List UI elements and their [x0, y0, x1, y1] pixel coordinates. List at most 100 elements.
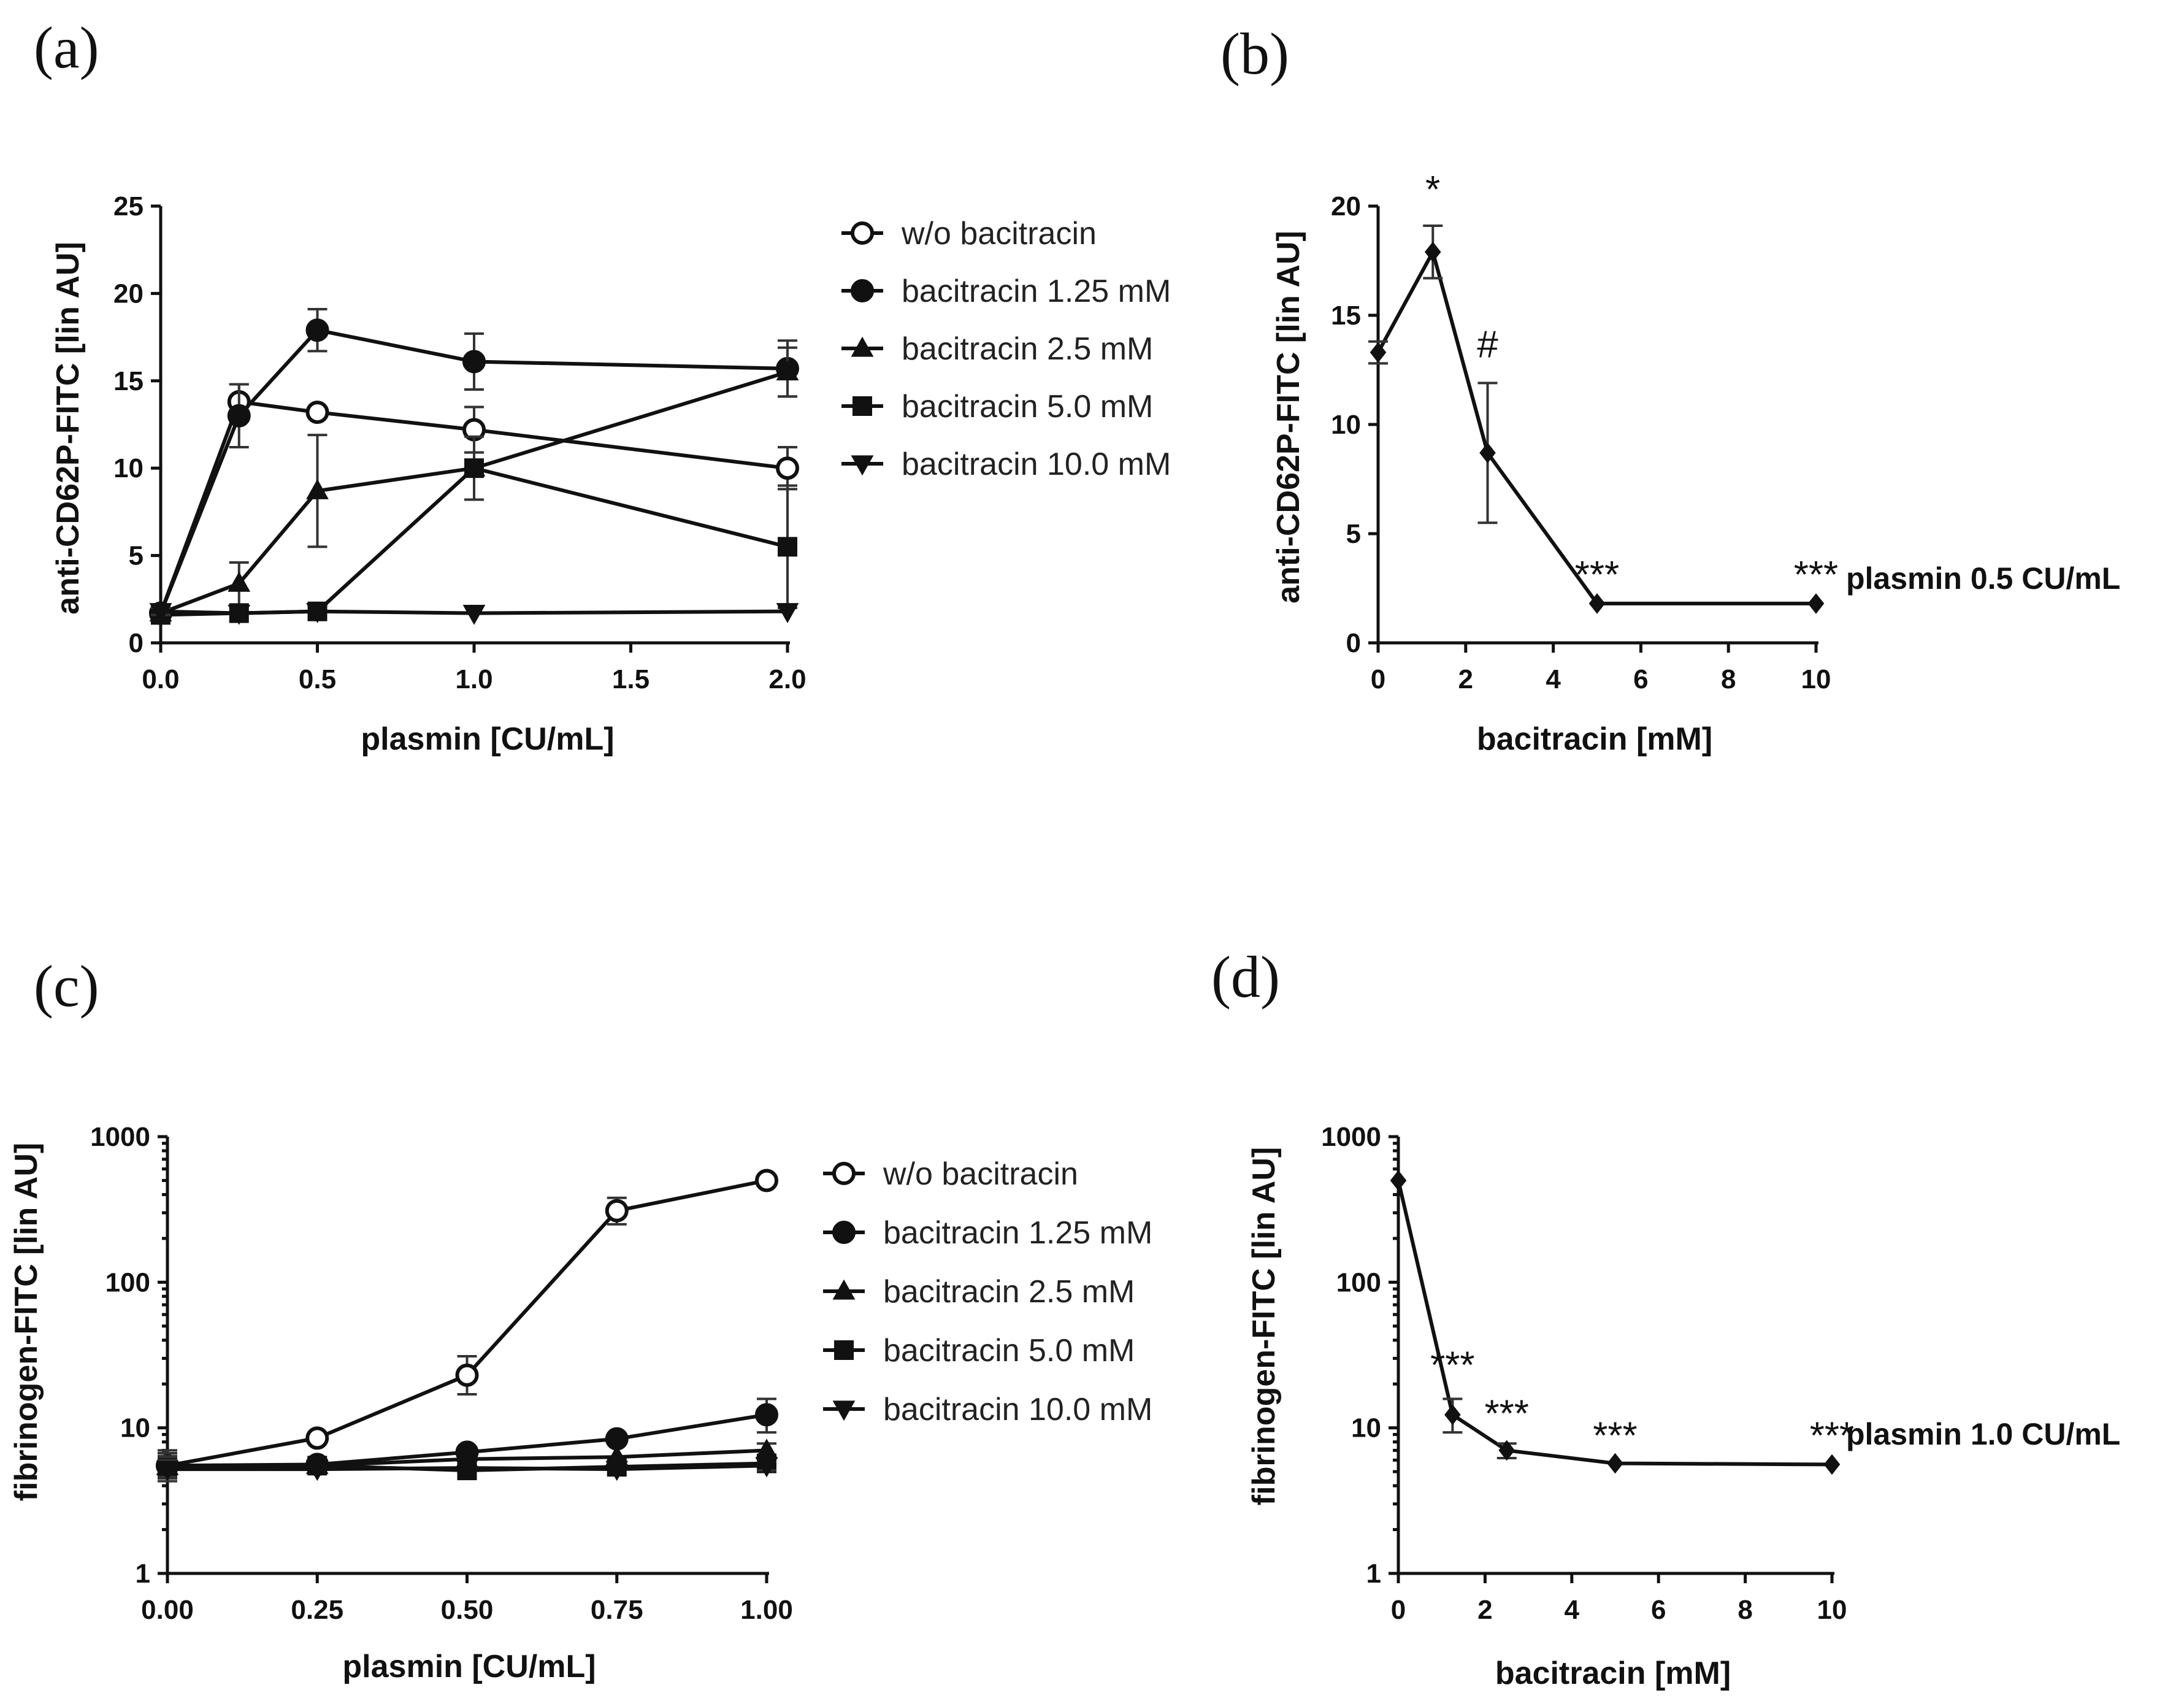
chart-c-x-tick-label: 0.50 [441, 1595, 494, 1625]
chart-c-series-4 [156, 1457, 778, 1481]
chart-c-series-0-point [455, 1363, 479, 1387]
chart-d-annotation: *** [1430, 1345, 1474, 1387]
chart-c-ylabel: fibrinogen-FITC [lin AU] [9, 1143, 44, 1501]
chart-c-x-tick-label: 0.25 [291, 1595, 343, 1625]
chart-d-x-tick-label: 10 [1817, 1595, 1847, 1625]
panel-b-letter: (b) [1220, 21, 1289, 86]
chart-b-condition-label: plasmin 0.5 CU/mL [1846, 561, 2120, 596]
chart-a-series-3-point [778, 537, 797, 557]
chart-d-x-tick-label: 0 [1391, 1595, 1406, 1625]
chart-b-y-tick-label: 15 [1331, 301, 1361, 331]
chart-a-y-tick-label: 10 [113, 453, 144, 483]
chart-c-series-4-point [305, 1461, 329, 1481]
chart-d-series-0-point [1607, 1453, 1623, 1474]
chart-a-series-3-point [464, 458, 484, 478]
chart-d-x-tick-label: 8 [1738, 1595, 1752, 1625]
chart-c-series-4-point [456, 1459, 478, 1480]
chart-c-y-tick-label: 1000 [90, 1122, 150, 1152]
chart-a: 0.0 0.5 1.0 1.5 2.0 0 5 10 15 20 25 w/o bacitracin b… [113, 191, 1171, 694]
chart-a-series-4 [149, 603, 799, 625]
chart-a-ylabel: anti-CD62P-FITC [lin AU] [50, 242, 86, 615]
chart-d-series-0-point [1498, 1440, 1515, 1461]
chart-c-y-tick-label: 1 [136, 1559, 150, 1589]
chart-d-series-0-point [1444, 1404, 1461, 1426]
chart-b-y-tick-label: 10 [1331, 410, 1361, 440]
chart-b-y-tick-label: 5 [1346, 519, 1361, 549]
chart-b-x-tick-label: 2 [1458, 664, 1473, 694]
chart-c-series-0-point [755, 1169, 778, 1192]
chart-c: 0.00 0.25 0.50 0.75 1.00 1 10 100 1000 w/o bacitr… [90, 1122, 1152, 1625]
chart-c-series-0-point [305, 1426, 329, 1450]
chart-c-series-0-point [605, 1199, 629, 1223]
chart-a-series-2-point [306, 479, 329, 499]
chart-b-x-tick-label: 10 [1801, 664, 1831, 694]
chart-a-legend-label: bacitracin 5.0 mM [902, 389, 1153, 424]
chart-a-legend-marker [851, 279, 874, 302]
chart-c-x-tick-label: 0.75 [591, 1595, 643, 1625]
chart-c-series-4-point [156, 1461, 179, 1481]
chart-b-x-tick-label: 4 [1546, 664, 1561, 694]
chart-c-series-0 [156, 1169, 778, 1483]
chart-c-legend-marker [832, 1279, 856, 1300]
chart-a-series-4-point [228, 604, 251, 625]
chart-d-annotation: *** [1593, 1415, 1637, 1457]
chart-b-series-0 [1368, 225, 1825, 614]
chart-c-legend-marker [834, 1340, 854, 1360]
chart-c-legend-label: bacitracin 1.25 mM [883, 1215, 1152, 1251]
chart-a-legend-label: bacitracin 1.25 mM [902, 274, 1171, 309]
chart-b-y-tick-label: 20 [1331, 191, 1361, 221]
chart-a-legend-marker [851, 336, 874, 357]
chart-a-x-tick-label: 0.5 [299, 664, 336, 694]
chart-a-legend-label: bacitracin 2.5 mM [902, 331, 1153, 367]
chart-a-legend-marker [851, 455, 874, 476]
chart-c-series-1-point [755, 1403, 778, 1427]
chart-a-y-tick-label: 5 [129, 541, 144, 571]
chart-b: 0 2 4 6 8 10 0 5 10 15 20 * # *** *** [1331, 169, 1838, 694]
chart-a-legend-marker [851, 221, 874, 245]
chart-a-y-tick-label: 15 [113, 366, 144, 396]
chart-c-legend-marker [832, 1221, 856, 1244]
chart-d-series-0-point [1390, 1170, 1407, 1191]
chart-b-series-0-point [1807, 593, 1825, 614]
chart-b-annotation: # [1477, 323, 1498, 366]
chart-d-annotation: *** [1810, 1415, 1854, 1457]
chart-d-series-0-point [1823, 1454, 1841, 1475]
chart-a-series-2-point [776, 360, 799, 381]
chart-c-legend-label: bacitracin 5.0 mM [883, 1333, 1135, 1369]
chart-a-series-0-point [305, 401, 329, 424]
chart-a-series-4-point [462, 604, 486, 625]
chart-c-series-0-line [167, 1178, 767, 1468]
chart-a-series-0-point [776, 456, 799, 480]
chart-c-legend-marker [832, 1162, 856, 1185]
chart-a-series-4-point [776, 603, 799, 623]
chart-d-y-tick-label: 1000 [1321, 1122, 1381, 1152]
chart-d-ylabel: fibrinogen-FITC [lin AU] [1246, 1147, 1282, 1505]
chart-c-legend-label: w/o bacitracin [883, 1156, 1078, 1192]
chart-d-x-tick-label: 4 [1565, 1595, 1580, 1625]
panel-c-letter: (c) [34, 953, 99, 1019]
chart-b-x-tick-label: 6 [1633, 664, 1648, 694]
chart-d-y-tick-label: 100 [1336, 1267, 1381, 1297]
chart-a-y-tick-label: 0 [129, 628, 144, 658]
chart-a-series-1-point [305, 318, 329, 342]
chart-d-annotation: *** [1485, 1392, 1529, 1435]
chart-b-annotation: *** [1575, 554, 1619, 596]
chart-b-series-0-point [1424, 241, 1441, 263]
chart-a-x-tick-label: 2.0 [768, 664, 806, 694]
chart-b-xlabel: bacitracin [mM] [1477, 721, 1712, 757]
chart-b-annotation: *** [1794, 554, 1838, 596]
chart-c-xlabel: plasmin [CU/mL] [342, 1649, 596, 1684]
chart-b-series-0-line [1376, 250, 1816, 605]
chart-a-legend-label: bacitracin 10.0 mM [902, 447, 1171, 482]
chart-c-series-4-point [605, 1461, 629, 1481]
chart-c-x-tick-label: 0.00 [141, 1595, 194, 1625]
chart-c-legend-marker [832, 1400, 856, 1421]
chart-d-y-tick-label: 1 [1366, 1559, 1381, 1589]
chart-a-x-tick-label: 1.5 [612, 664, 649, 694]
panel-a-letter: (a) [34, 15, 99, 80]
chart-c-y-tick-label: 10 [120, 1413, 150, 1443]
chart-c-series-4-point [755, 1457, 778, 1478]
chart-a-x-tick-label: 0.0 [142, 664, 179, 694]
chart-a-x-tick-label: 1.0 [455, 664, 492, 694]
chart-b-x-tick-label: 8 [1721, 664, 1736, 694]
